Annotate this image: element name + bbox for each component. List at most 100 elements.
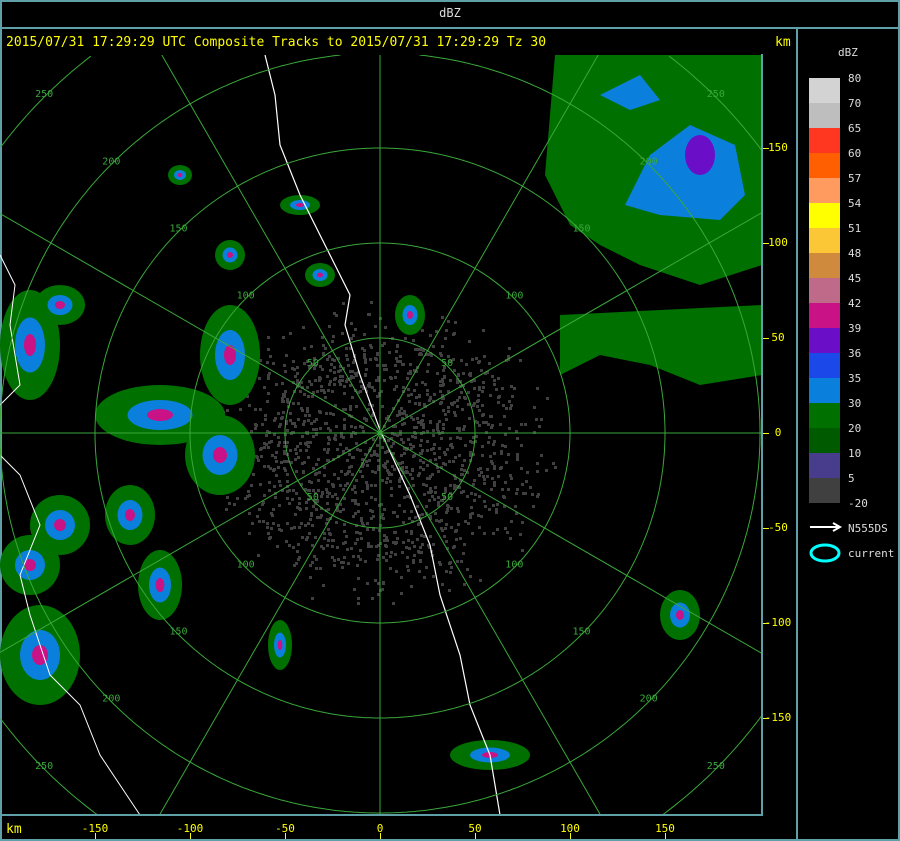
radar-plot[interactable]: 50 50 50 50 100 100 100 100 150 150 150 150 200 200 20… [0,55,762,815]
clutter-echo [411,520,414,523]
clutter-echo [491,462,494,465]
clutter-echo [398,410,401,413]
clutter-echo [479,467,482,470]
clutter-echo [460,359,463,362]
clutter-echo [454,321,457,324]
clutter-echo [326,491,329,494]
legend-label: 5 [848,472,855,485]
clutter-echo [381,344,384,347]
clutter-echo [327,427,330,430]
clutter-echo [477,514,480,517]
clutter-echo [445,329,448,332]
clutter-echo [440,437,443,440]
clutter-echo [315,508,318,511]
clutter-echo [335,521,338,524]
clutter-echo [300,381,303,384]
clutter-echo [291,498,294,501]
clutter-echo [262,501,265,504]
clutter-echo [267,336,270,339]
clutter-echo [493,440,496,443]
clutter-echo [226,409,229,412]
clutter-echo [323,448,326,451]
clutter-echo [365,481,368,484]
clutter-echo [422,461,425,464]
clutter-echo [366,522,369,525]
clutter-echo [327,389,330,392]
clutter-echo [277,524,280,527]
clutter-echo [473,499,476,502]
clutter-echo [369,509,372,512]
clutter-echo [384,326,387,329]
clutter-echo [460,468,463,471]
clutter-echo [490,460,493,463]
clutter-echo [415,383,418,386]
clutter-echo [459,537,462,540]
clutter-echo [503,505,506,508]
clutter-echo [307,522,310,525]
clutter-echo [354,426,357,429]
clutter-echo [333,359,336,362]
clutter-echo [415,426,418,429]
clutter-echo [266,522,269,525]
clutter-echo [343,385,346,388]
clutter-echo [510,477,513,480]
ring-label: 200 [102,694,120,705]
echo-region [560,305,762,385]
x-tick [285,833,286,839]
clutter-echo [420,551,423,554]
clutter-echo [411,435,414,438]
clutter-echo [407,487,410,490]
clutter-echo [380,503,383,506]
clutter-echo [443,535,446,538]
clutter-echo [331,495,334,498]
clutter-echo [317,489,320,492]
clutter-echo [374,498,377,501]
clutter-echo [477,399,480,402]
clutter-echo [371,470,374,473]
clutter-echo [348,453,351,456]
clutter-echo [370,517,373,520]
clutter-echo [333,559,336,562]
clutter-echo [441,380,444,383]
clutter-echo [452,358,455,361]
clutter-echo [436,426,439,429]
range-ring [419,55,761,433]
clutter-echo [478,474,481,477]
clutter-echo [429,334,432,337]
clutter-echo [312,489,315,492]
clutter-echo [519,359,522,362]
clutter-echo [286,460,289,463]
clutter-echo [382,556,385,559]
clutter-echo [343,530,346,533]
clutter-echo [275,474,278,477]
clutter-echo [535,418,538,421]
clutter-echo [386,450,389,453]
clutter-echo [330,363,333,366]
clutter-echo [296,372,299,375]
clutter-echo [390,551,393,554]
clutter-echo [510,520,513,523]
clutter-echo [272,508,275,511]
clutter-echo [351,499,354,502]
clutter-echo [521,549,524,552]
clutter-echo [374,471,377,474]
clutter-echo [403,447,406,450]
clutter-echo [308,380,311,383]
clutter-echo [331,358,334,361]
clutter-echo [414,436,417,439]
clutter-echo [355,374,358,377]
clutter-echo [405,530,408,533]
y-tick [763,148,769,149]
clutter-echo [399,477,402,480]
ring-label: 100 [505,291,523,302]
clutter-echo [294,513,297,516]
clutter-echo [510,385,513,388]
coastline [264,55,501,815]
legend-swatch [809,278,840,303]
clutter-echo [283,445,286,448]
legend-label: 20 [848,422,862,435]
clutter-echo [396,515,399,518]
clutter-echo [486,475,489,478]
clutter-echo [349,347,352,350]
clutter-echo [360,517,363,520]
